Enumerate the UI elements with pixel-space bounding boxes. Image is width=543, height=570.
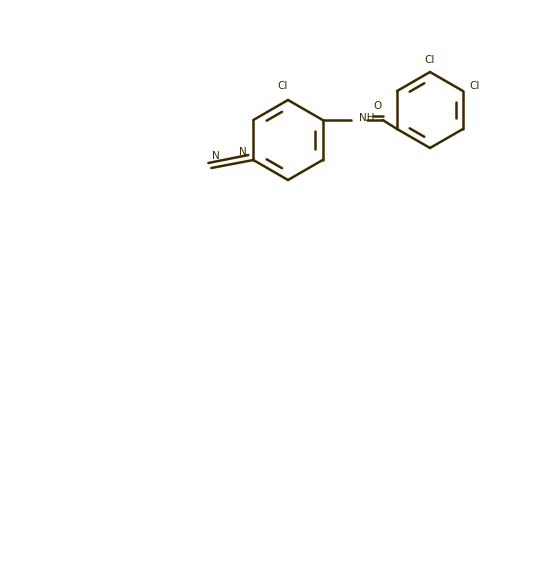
Text: Cl: Cl bbox=[278, 81, 288, 91]
Text: N: N bbox=[212, 151, 220, 161]
Text: N: N bbox=[239, 147, 247, 157]
Text: O: O bbox=[374, 101, 382, 111]
Text: Cl: Cl bbox=[470, 81, 480, 91]
Text: Cl: Cl bbox=[425, 55, 435, 65]
Text: NH: NH bbox=[358, 113, 374, 123]
